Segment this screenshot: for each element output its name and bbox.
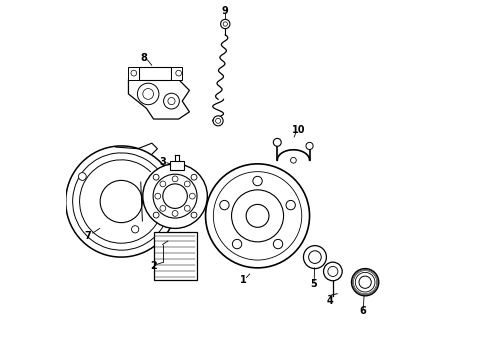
Circle shape [359, 276, 371, 288]
Circle shape [172, 211, 178, 216]
Circle shape [168, 98, 175, 105]
Text: 9: 9 [222, 6, 229, 17]
Circle shape [143, 164, 207, 228]
FancyBboxPatch shape [170, 161, 184, 170]
Circle shape [213, 172, 302, 260]
Circle shape [355, 273, 375, 292]
Circle shape [303, 246, 326, 269]
Circle shape [176, 70, 181, 76]
Polygon shape [128, 80, 190, 119]
Circle shape [306, 142, 313, 149]
Circle shape [216, 118, 220, 123]
FancyBboxPatch shape [153, 232, 196, 280]
Circle shape [164, 93, 179, 109]
Circle shape [232, 190, 284, 242]
Polygon shape [172, 67, 182, 80]
Text: 7: 7 [85, 231, 91, 240]
Circle shape [191, 174, 197, 180]
Circle shape [220, 19, 230, 29]
Circle shape [191, 212, 197, 218]
Circle shape [160, 206, 166, 211]
Circle shape [253, 176, 262, 186]
Circle shape [143, 89, 153, 99]
Circle shape [172, 176, 178, 182]
Circle shape [286, 201, 295, 210]
Circle shape [309, 251, 321, 264]
Circle shape [190, 193, 195, 199]
Circle shape [131, 70, 137, 76]
Circle shape [328, 266, 338, 276]
Circle shape [205, 164, 310, 268]
Circle shape [291, 157, 296, 163]
Circle shape [220, 201, 229, 210]
Text: 3: 3 [159, 157, 166, 167]
Circle shape [153, 212, 159, 218]
Polygon shape [128, 67, 139, 80]
Circle shape [232, 239, 242, 249]
Circle shape [184, 181, 190, 187]
Text: 8: 8 [141, 53, 147, 63]
Circle shape [163, 184, 187, 208]
Circle shape [153, 174, 197, 218]
Circle shape [137, 83, 159, 105]
Text: 6: 6 [359, 306, 366, 316]
Circle shape [100, 180, 143, 222]
Circle shape [78, 172, 86, 180]
Text: 1: 1 [240, 275, 246, 285]
Circle shape [131, 226, 139, 233]
Text: 2: 2 [150, 261, 157, 271]
Circle shape [155, 193, 161, 199]
Circle shape [273, 138, 281, 146]
Circle shape [213, 116, 223, 126]
Circle shape [273, 239, 283, 249]
Text: 5: 5 [310, 279, 317, 289]
Circle shape [323, 262, 342, 281]
Text: 10: 10 [292, 125, 306, 135]
Text: 4: 4 [326, 296, 333, 306]
Polygon shape [139, 67, 172, 80]
Circle shape [246, 204, 269, 227]
Circle shape [351, 269, 379, 296]
Circle shape [184, 206, 190, 211]
Circle shape [223, 22, 227, 26]
Circle shape [153, 174, 159, 180]
Circle shape [160, 181, 166, 187]
